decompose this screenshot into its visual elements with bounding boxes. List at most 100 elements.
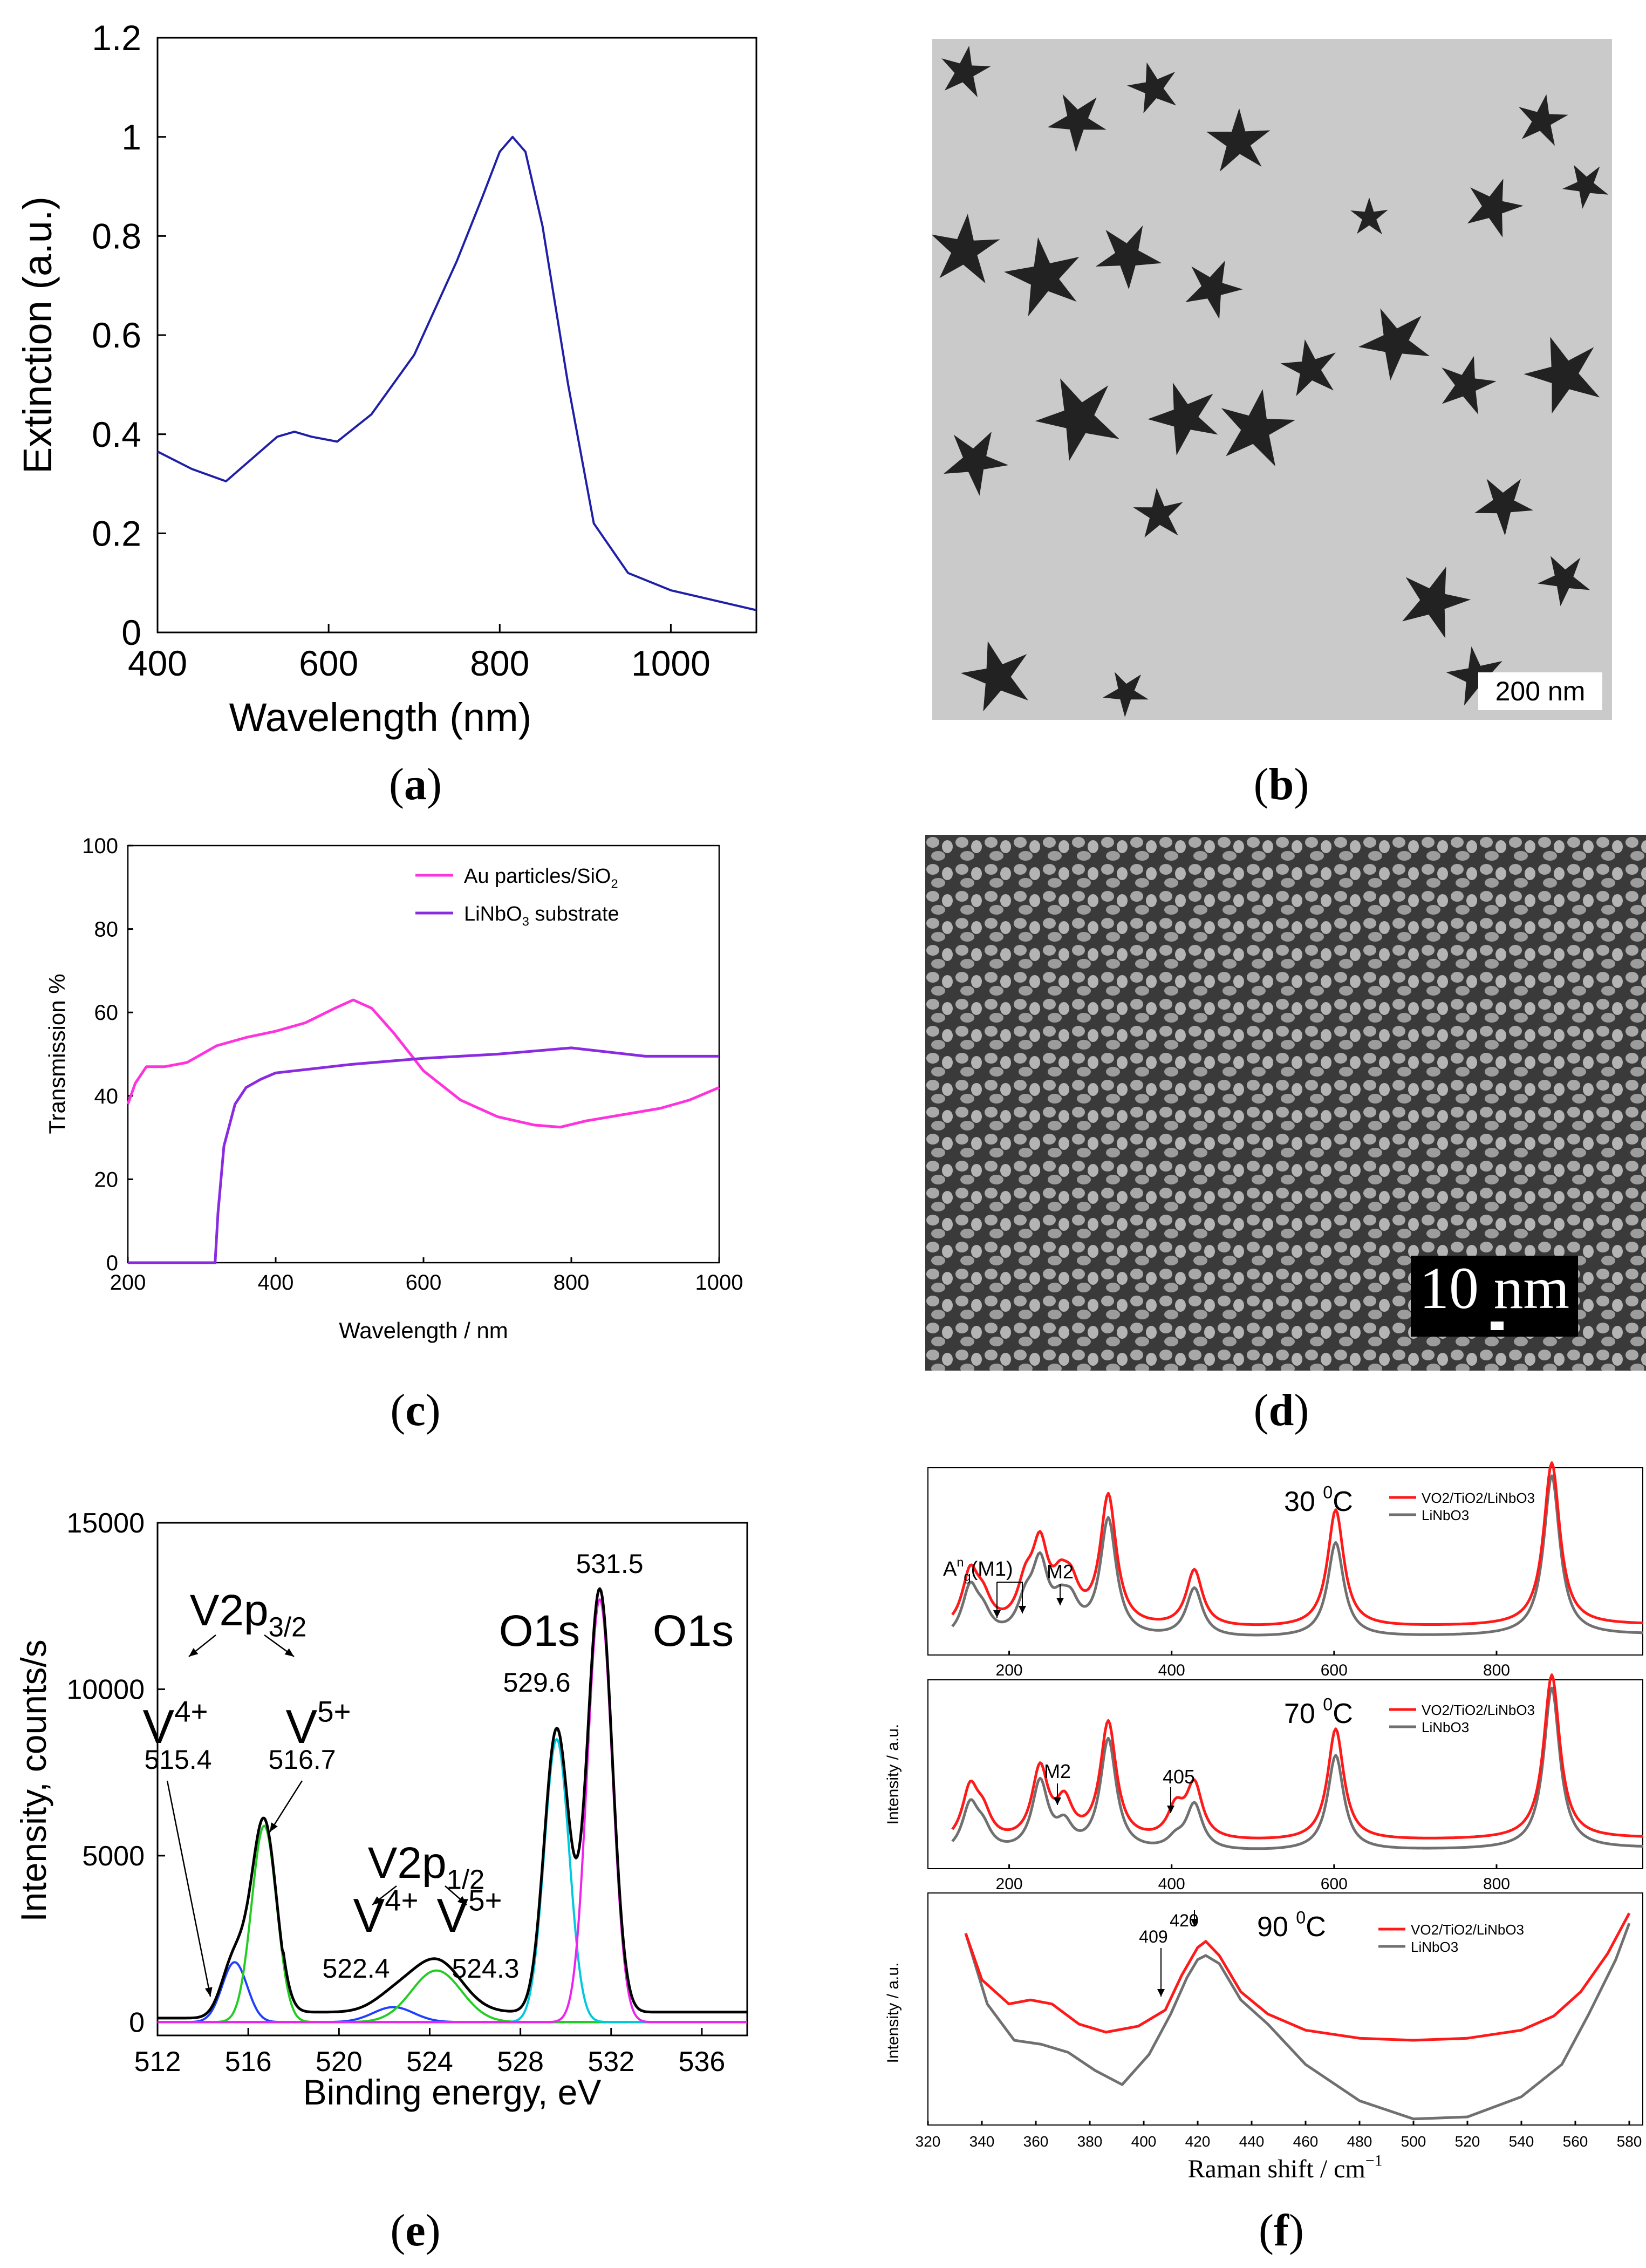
annotation-v5-right-part: V [437, 1889, 469, 1942]
x-tick-label-f1: 400 [1158, 1661, 1185, 1679]
chart-e: 512 516 520 524 528 532 536050001000015000V2p3… [13, 1508, 748, 2112]
x-tick-label-f3: 560 [1563, 2133, 1588, 2150]
annotation-409: 409 [1139, 1927, 1167, 1946]
annotation-m2-f2: M2 [1044, 1760, 1071, 1782]
arrow-515-4 [166, 1780, 211, 1997]
arrow-v2p32-v4-head [189, 1648, 199, 1657]
scale-bar-b: 200 nm [1478, 672, 1602, 710]
annotation-405: 405 [1163, 1766, 1195, 1788]
chart-a: 400 600 800 1000 0 0.2 0.4 0.6 0.8 1 1.2 Wavelength… [15, 18, 757, 740]
x-tick-label-f1: 800 [1483, 1661, 1510, 1679]
scale-bar-d: 10 nm [1411, 1256, 1578, 1337]
x-tick-label-f2: 600 [1321, 1875, 1348, 1893]
arrow-516-7 [269, 1780, 303, 1833]
annotation-v2p32: V2p3/2 [190, 1586, 307, 1643]
annotation-v4-right-part: V [353, 1889, 385, 1942]
x-tick-label-c: 800 [554, 1271, 590, 1295]
x-tick-label-e: 516 [225, 2046, 272, 2078]
annotation-v5-left-part: V [286, 1700, 318, 1753]
x-tick-label-a: 400 [128, 643, 187, 683]
x-tick-label-f3: 420 [1185, 2133, 1211, 2150]
y-tick-label-a: 1.2 [92, 18, 141, 58]
series-line-c-1 [128, 1046, 719, 1264]
annotation-v4-left-part: 4+ [174, 1695, 208, 1728]
x-tick-label-f3: 380 [1077, 2133, 1103, 2150]
series-line-a [157, 135, 757, 611]
annotation-531-5: 531.5 [576, 1549, 643, 1579]
x-tick-label-f3: 580 [1617, 2133, 1642, 2150]
x-tick-label-e: 528 [497, 2046, 544, 2078]
annotation-m2-f1: M2 [1047, 1561, 1074, 1583]
annotation-o1s-right: O1s [653, 1606, 734, 1656]
temperature-label-f2: 70 0C [1284, 1695, 1353, 1729]
arrow-v2p32-v5-head [284, 1648, 294, 1657]
temperature-label-f2-part: C [1333, 1698, 1353, 1729]
nanostars-image [932, 41, 1612, 720]
temperature-label-f3-part: 90 [1257, 1911, 1296, 1943]
legend-label-c-part: 3 [522, 915, 529, 929]
chart-f3: 320 340 360 380 400 420 440 460 480 500 520 540 560 5… [884, 1892, 1643, 2183]
x-axis-title-f3: Raman shift / cm−1 [1188, 2151, 1383, 2183]
temperature-label-f1-part: 30 [1284, 1486, 1323, 1517]
x-tick-label-e: 532 [588, 2046, 634, 2078]
y-axis-title-f2: Intensity / a.u. [884, 1724, 902, 1825]
annotation-v4-left: V4+ [143, 1695, 208, 1753]
x-tick-label-a: 1000 [631, 643, 711, 683]
arrow-516-7-head [270, 1822, 278, 1832]
series-line-f1-gray [951, 1474, 1643, 1637]
arrow-v2p12-v4-head [372, 1896, 382, 1905]
x-axis-title-e: Binding energy, eV [303, 2072, 602, 2112]
temperature-label-f1-part: C [1333, 1486, 1353, 1517]
temperature-label-f1-part: 0 [1323, 1483, 1333, 1502]
series-line-f2-red [951, 1673, 1643, 1840]
y-tick-label-c: 80 [94, 918, 119, 942]
component-line-e-2 [158, 2006, 747, 2024]
annotation-ag-m1-part: A [943, 1558, 957, 1581]
y-tick-label-e: 5000 [82, 1841, 145, 1872]
x-axis-title-f3-part: −1 [1365, 2151, 1383, 2169]
x-tick-label-f3: 440 [1239, 2133, 1265, 2150]
arrow-ag-1-head [993, 1610, 1001, 1618]
axes-frame-a [156, 37, 757, 634]
legend-label-f2: VO2/TiO2/LiNbO3 [1422, 1702, 1535, 1718]
x-tick-label-f2: 800 [1483, 1875, 1510, 1893]
x-tick-label-f3: 340 [969, 2133, 995, 2150]
chart-c: 200 400 600 800 1000 0 20 40 60 80 100 Au particles… [44, 834, 743, 1343]
x-tick-label-f1: 200 [996, 1661, 1023, 1679]
x-tick-label-f3: 400 [1131, 2133, 1157, 2150]
envelope-line-e [157, 1587, 748, 2020]
annotation-515-4: 515.4 [144, 1745, 211, 1775]
axes-frame-e [156, 1522, 748, 2037]
series-line-f3-red [964, 1912, 1631, 2042]
micrograph-b: 200 nm [932, 39, 1612, 720]
panel-label-b: (b) [1253, 759, 1309, 809]
annotation-v5-left-part: 5+ [317, 1695, 351, 1728]
y-axis-title-a: Extinction (a.u.) [15, 196, 60, 474]
annotation-529-6: 529.6 [503, 1667, 570, 1698]
annotation-v5-left: V5+ [286, 1695, 351, 1753]
arrow-515-4-head [204, 1987, 213, 1997]
legend-label-f1: VO2/TiO2/LiNbO3 [1422, 1490, 1535, 1506]
x-tick-label-f3: 540 [1509, 2133, 1534, 2150]
x-tick-label-f3: 460 [1293, 2133, 1319, 2150]
y-tick-label-a: 0.6 [92, 315, 141, 355]
x-axis-title-c: Wavelength / nm [339, 1318, 508, 1343]
x-axis-title-f3-part: Raman shift / cm [1188, 2155, 1365, 2183]
y-tick-label-e: 15000 [66, 1508, 145, 1539]
annotation-524-3: 524.3 [452, 1953, 519, 1984]
scale-bar-d-line [1491, 1322, 1504, 1330]
x-tick-label-e: 524 [406, 2046, 453, 2078]
x-tick-label-c: 600 [406, 1271, 442, 1295]
annotation-ag-m1-part: n [957, 1555, 964, 1569]
y-tick-label-c: 40 [94, 1085, 119, 1108]
y-tick-label-a: 0.4 [92, 414, 141, 454]
y-tick-label-c: 60 [94, 1001, 119, 1025]
x-tick-label-a: 800 [470, 643, 529, 683]
panel-label-c: (c) [390, 1385, 441, 1435]
y-tick-label-a: 1 [121, 117, 141, 157]
annotation-v2p32-part: 3/2 [269, 1612, 307, 1643]
x-tick-label-c: 200 [110, 1271, 146, 1295]
legend-label-f1: LiNbO3 [1422, 1507, 1469, 1523]
